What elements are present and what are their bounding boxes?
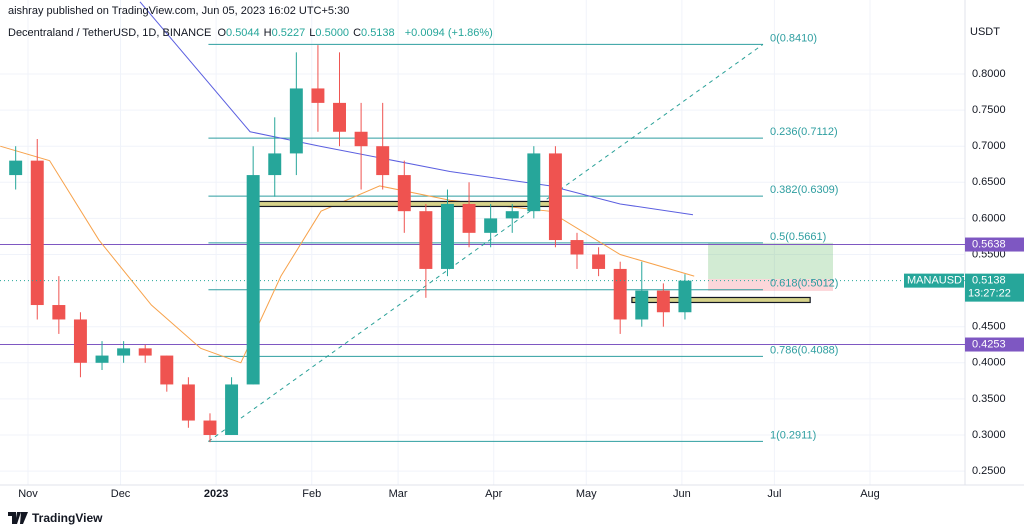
x-tick-label: Apr	[485, 488, 502, 500]
x-tick-label: May	[576, 488, 597, 500]
candle-body	[9, 160, 23, 176]
ohlc-value: 0.5044	[226, 27, 260, 39]
ohlc-value: 0.5227	[271, 27, 306, 39]
level-badge	[965, 237, 1024, 252]
position-stop	[708, 279, 833, 291]
ohlc-value: 0.5138	[361, 27, 395, 39]
brand: TradingView	[32, 511, 103, 525]
fib-label: 0(0.8410)	[770, 32, 817, 44]
candle-body	[613, 268, 627, 320]
y-tick-label: 0.7000	[972, 140, 1006, 152]
candle-body	[30, 160, 44, 306]
y-tick-label: 0.4000	[972, 357, 1006, 369]
y-tick-label: 0.2500	[972, 465, 1006, 477]
footer-brand: TradingView	[8, 511, 102, 525]
candle-body	[505, 211, 519, 219]
position-target	[708, 242, 833, 280]
candle-body	[570, 240, 584, 255]
change: +0.0094 (+1.86%)	[404, 27, 493, 39]
currency: USDT	[970, 26, 1000, 38]
level-label: 0.4253	[972, 338, 1006, 350]
candle-body	[440, 203, 454, 269]
x-tick-label: Nov	[18, 488, 38, 500]
y-tick-label: 0.4500	[972, 321, 1006, 333]
fib-label: 0.5(0.5661)	[770, 231, 826, 243]
level-badge	[965, 337, 1024, 352]
ohlc: O0.5044 H0.5227 L0.5000 C0.5138	[217, 27, 398, 39]
logo	[8, 512, 28, 524]
candle-body	[484, 218, 498, 233]
candle-body	[548, 153, 562, 241]
fib-label: 1(0.2911)	[770, 429, 816, 441]
legend: Decentraland / TetherUSD, 1D, BINANCE O0…	[8, 27, 496, 39]
y-tick-label: 0.7500	[972, 104, 1006, 116]
candle-body	[656, 290, 670, 313]
symbol-title: Decentraland / TetherUSD, 1D, BINANCE	[8, 27, 212, 39]
candle-body	[635, 290, 649, 320]
ohlc-key: O	[217, 27, 227, 39]
candle-body	[246, 175, 260, 385]
candle-body	[333, 102, 346, 132]
candle-body	[376, 146, 390, 176]
y-tick-label: 0.8000	[972, 68, 1006, 80]
symbol-badge	[904, 273, 964, 288]
candle-body	[289, 88, 303, 154]
x-tick-label: Dec	[111, 488, 131, 500]
candle-body	[225, 384, 239, 435]
fib-label: 0.618(0.5012)	[770, 278, 839, 290]
candle-body	[397, 175, 411, 212]
candle-body	[354, 131, 368, 147]
symbol-label: MANAUSDT	[907, 275, 969, 287]
candle-body	[527, 153, 541, 212]
ohlc-key: L	[309, 27, 316, 39]
candle-body	[138, 348, 152, 356]
candle-body	[95, 355, 109, 363]
price-badge	[965, 273, 1024, 302]
price-label: 0.5138	[972, 275, 1006, 287]
candle-body	[268, 153, 282, 176]
ohlc-key: C	[353, 27, 362, 39]
moving-average	[139, 1, 694, 216]
y-tick-label: 0.6500	[972, 176, 1006, 188]
fib-label: 0.236(0.7112)	[770, 126, 838, 138]
candle-body	[419, 211, 433, 269]
candle-body	[592, 254, 606, 269]
level-label: 0.5638	[972, 238, 1006, 250]
x-tick-label: Jun	[673, 488, 691, 500]
zone	[631, 296, 811, 304]
x-tick-label: Feb	[302, 488, 321, 500]
x-tick-label: Jul	[767, 488, 781, 500]
fib-label: 0.382(0.6309)	[770, 184, 839, 196]
candle-body	[52, 305, 66, 320]
trendline	[208, 43, 764, 442]
x-tick-label: 2023	[204, 488, 228, 500]
candle-body	[117, 348, 131, 356]
candle-body	[73, 319, 87, 363]
fib-label: 0.786(0.4088)	[770, 344, 839, 356]
y-tick-label: 0.6000	[972, 212, 1006, 224]
candle-body	[311, 88, 325, 103]
countdown: 13:27:22	[968, 288, 1011, 300]
candle-body	[203, 420, 217, 435]
publisher: aishray published on TradingView.com, Ju…	[8, 5, 350, 17]
candle-body	[160, 355, 174, 385]
candle-body	[678, 280, 692, 313]
y-tick-label: 0.3000	[972, 429, 1006, 441]
candle-body	[181, 384, 195, 421]
x-tick-label: Aug	[860, 488, 880, 500]
y-tick-label: 0.3500	[972, 393, 1006, 405]
ohlc-key: H	[263, 27, 272, 39]
candle-body	[462, 203, 476, 233]
ohlc-value: 0.5000	[315, 27, 350, 39]
x-tick-label: Mar	[389, 488, 408, 500]
